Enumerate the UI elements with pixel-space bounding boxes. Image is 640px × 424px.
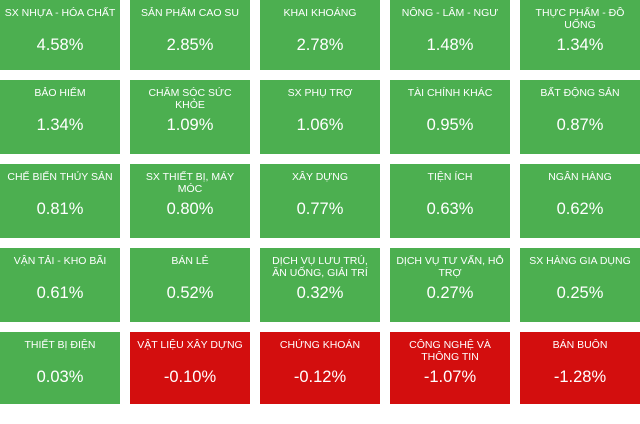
- tile-label: Vật liệu xây dựng: [137, 339, 243, 351]
- heatmap-tile: Chế biến thủy sản 0.81%: [0, 164, 120, 238]
- heatmap-tile: Bất động sản 0.87%: [520, 80, 640, 154]
- tile-value: 2.85%: [166, 36, 214, 54]
- heatmap-tile: Chứng khoán -0.12%: [260, 332, 380, 404]
- tile-label: SX phụ trợ: [287, 87, 353, 99]
- tile-value: 0.32%: [296, 284, 344, 302]
- heatmap-tile: Thiết bị điện 0.03%: [0, 332, 120, 404]
- tile-value: 0.81%: [36, 200, 84, 218]
- tile-value: 1.06%: [296, 116, 344, 134]
- tile-value: 0.77%: [296, 200, 344, 218]
- tile-label: Tài chính khác: [407, 87, 493, 99]
- heatmap-tile: Dịch vụ tư vấn, hỗ trợ 0.27%: [390, 248, 510, 322]
- heatmap-tile: Thực phẩm - Đồ uống 1.34%: [520, 0, 640, 70]
- heatmap-tile: Vật liệu xây dựng -0.10%: [130, 332, 250, 404]
- tile-label: Khai khoáng: [283, 7, 357, 19]
- tile-label: SX thiết bị, máy móc: [145, 171, 235, 195]
- tile-value: 1.48%: [426, 36, 474, 54]
- tile-value: 0.52%: [166, 284, 214, 302]
- tile-value: -0.12%: [293, 368, 347, 386]
- heatmap-tile: Bảo hiểm 1.34%: [0, 80, 120, 154]
- heatmap-tile: Tiện ích 0.63%: [390, 164, 510, 238]
- tile-value: 1.09%: [166, 116, 214, 134]
- tile-value: 0.80%: [166, 200, 214, 218]
- tile-value: 1.34%: [36, 116, 84, 134]
- tile-label: Ngân hàng: [548, 171, 612, 183]
- heatmap-tile: Bán buôn -1.28%: [520, 332, 640, 404]
- tile-label: Dịch vụ lưu trú, ăn uống, giải trí: [272, 255, 368, 279]
- tile-label: SX nhựa - hóa chất: [4, 7, 116, 19]
- heatmap-tile: Dịch vụ lưu trú, ăn uống, giải trí 0.32%: [260, 248, 380, 322]
- heatmap-tile: Tài chính khác 0.95%: [390, 80, 510, 154]
- tile-label: Dịch vụ tư vấn, hỗ trợ: [396, 255, 504, 279]
- heatmap-tile: SX nhựa - hóa chất 4.58%: [0, 0, 120, 70]
- heatmap-tile: Bán lẻ 0.52%: [130, 248, 250, 322]
- tile-label: Xây dựng: [291, 171, 349, 183]
- tile-value: 0.63%: [426, 200, 474, 218]
- heatmap-tile: Chăm sóc sức khỏe 1.09%: [130, 80, 250, 154]
- tile-label: Sản phẩm cao su: [140, 7, 240, 19]
- tile-label: Công nghệ và thông tin: [409, 339, 491, 363]
- tile-label: Nông - Lâm - Ngư: [401, 7, 499, 19]
- tile-value: -0.10%: [163, 368, 217, 386]
- tile-value: 1.34%: [556, 36, 604, 54]
- tile-label: Tiện ích: [427, 171, 473, 183]
- heatmap-tile: SX hàng gia dụng 0.25%: [520, 248, 640, 322]
- tile-value: 0.87%: [556, 116, 604, 134]
- tile-value: 0.25%: [556, 284, 604, 302]
- heatmap-tile: SX thiết bị, máy móc 0.80%: [130, 164, 250, 238]
- tile-value: 0.95%: [426, 116, 474, 134]
- tile-label: Chế biến thủy sản: [7, 171, 113, 183]
- heatmap-tile: SX phụ trợ 1.06%: [260, 80, 380, 154]
- heatmap-tile: Công nghệ và thông tin -1.07%: [390, 332, 510, 404]
- tile-label: Chăm sóc sức khỏe: [148, 87, 232, 111]
- tile-value: 0.62%: [556, 200, 604, 218]
- tile-label: Vận tải - kho bãi: [13, 255, 107, 267]
- tile-label: Thiết bị điện: [24, 339, 96, 351]
- tile-value: 0.27%: [426, 284, 474, 302]
- tile-value: 0.03%: [36, 368, 84, 386]
- tile-label: SX hàng gia dụng: [529, 255, 631, 267]
- tile-value: 0.61%: [36, 284, 84, 302]
- tile-value: 4.58%: [36, 36, 84, 54]
- tile-label: Bảo hiểm: [34, 87, 86, 99]
- heatmap-tile: Ngân hàng 0.62%: [520, 164, 640, 238]
- tile-label: Bất động sản: [540, 87, 620, 99]
- tile-value: 2.78%: [296, 36, 344, 54]
- tile-label: Thực phẩm - Đồ uống: [535, 7, 625, 31]
- heatmap-tile: Xây dựng 0.77%: [260, 164, 380, 238]
- tile-label: Bán lẻ: [171, 255, 209, 267]
- heatmap-tile: Khai khoáng 2.78%: [260, 0, 380, 70]
- tile-label: Bán buôn: [552, 339, 608, 351]
- tile-label: Chứng khoán: [279, 339, 361, 351]
- heatmap-tile: Sản phẩm cao su 2.85%: [130, 0, 250, 70]
- heatmap-tile: Nông - Lâm - Ngư 1.48%: [390, 0, 510, 70]
- tile-value: -1.28%: [553, 368, 607, 386]
- heatmap-tile: Vận tải - kho bãi 0.61%: [0, 248, 120, 322]
- tile-value: -1.07%: [423, 368, 477, 386]
